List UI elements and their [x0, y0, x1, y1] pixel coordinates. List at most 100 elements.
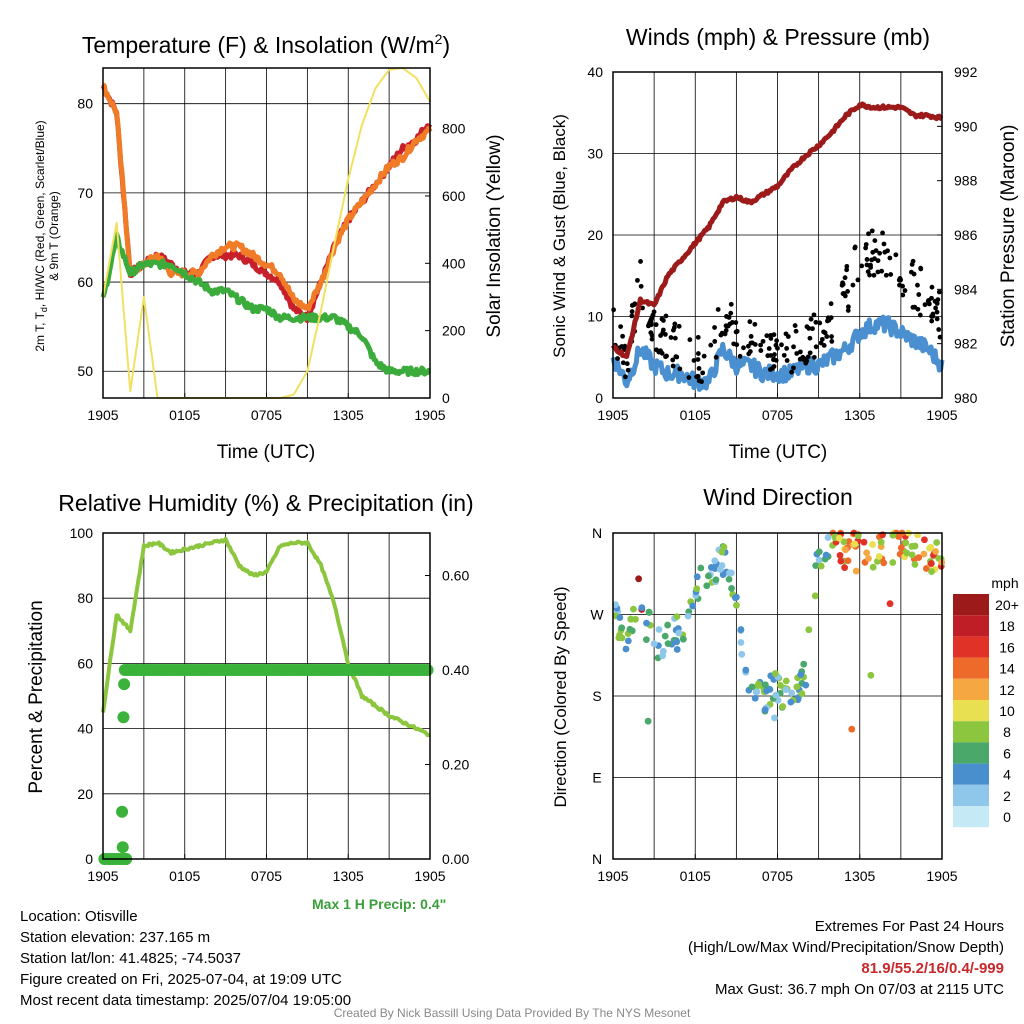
- y2-tick-label: 0.40: [442, 662, 469, 678]
- gust-point: [772, 352, 777, 357]
- direction-point: [697, 564, 705, 572]
- gust-point: [653, 322, 659, 328]
- y-tick-label: W: [590, 607, 604, 623]
- gust-point: [625, 367, 631, 373]
- gust-point: [752, 321, 758, 327]
- gust-point: [817, 320, 823, 326]
- gust-point: [916, 292, 922, 297]
- gust-point: [664, 353, 669, 359]
- direction-point: [875, 553, 883, 560]
- gust-point: [807, 335, 813, 341]
- gust-point: [712, 339, 718, 344]
- y-tick-label: 60: [77, 274, 93, 290]
- x-tick-label: 1305: [844, 407, 875, 423]
- legend-swatch: [953, 594, 989, 616]
- legend-swatch: [953, 636, 989, 658]
- direction-point: [889, 559, 897, 566]
- direction-point: [805, 626, 813, 634]
- direction-point: [673, 613, 681, 621]
- x-tick-label: 1905: [926, 407, 957, 423]
- precip-point: [117, 711, 130, 724]
- gust-point: [727, 321, 733, 327]
- gust-point: [912, 304, 918, 310]
- precip-note: Max 1 H Precip: 0.4": [312, 896, 447, 912]
- direction-point: [731, 594, 739, 602]
- direction-point: [644, 717, 652, 725]
- gust-point: [797, 349, 803, 355]
- gust-point: [728, 301, 734, 307]
- gust-point: [897, 282, 902, 288]
- gust-point: [934, 309, 940, 315]
- latlon-line: Station lat/lon: 41.4825; -74.5037: [20, 950, 242, 967]
- gust-point: [936, 289, 942, 295]
- panel2-xlabel: Time (UTC): [729, 442, 828, 463]
- gust-point: [691, 358, 697, 363]
- gust-point: [758, 348, 764, 353]
- x-tick-label: 1905: [414, 868, 445, 884]
- gust-point: [888, 272, 894, 277]
- gust-point: [866, 231, 871, 237]
- direction-point: [711, 557, 719, 565]
- gust-point: [648, 320, 654, 326]
- panel2-y2label: Station Pressure (Maroon): [998, 125, 1019, 348]
- direction-point: [737, 626, 745, 633]
- gust-point: [650, 312, 656, 318]
- direction-point: [779, 703, 787, 710]
- direction-point: [626, 625, 634, 633]
- legend-swatch: [953, 763, 989, 785]
- gust-point: [695, 357, 701, 362]
- direction-point: [711, 565, 719, 573]
- gust-point: [845, 308, 851, 313]
- direction-point: [718, 548, 726, 556]
- direction-point: [837, 557, 845, 565]
- direction-point: [622, 645, 630, 653]
- legend-label: 14: [999, 661, 1015, 677]
- legend-title: mph: [991, 575, 1018, 591]
- gust-point: [618, 324, 624, 329]
- gust-point: [715, 307, 721, 312]
- gust-point: [791, 344, 796, 350]
- gust-point: [828, 301, 834, 307]
- gust-point: [700, 370, 706, 376]
- y-tick-label: 80: [77, 590, 93, 606]
- gust-point: [760, 338, 766, 344]
- direction-point: [867, 671, 875, 679]
- y-tick-label: 50: [77, 363, 93, 379]
- legend-label: 18: [999, 618, 1015, 634]
- gust-point: [686, 375, 692, 380]
- direction-point: [737, 639, 745, 646]
- gust-point: [804, 324, 810, 330]
- direction-point: [851, 540, 859, 548]
- gust-point: [828, 315, 834, 321]
- gust-point: [918, 265, 924, 271]
- direction-point: [755, 680, 762, 688]
- gust-point: [829, 338, 835, 344]
- gust-point: [821, 329, 827, 335]
- gust-point: [922, 302, 928, 308]
- direction-point: [933, 539, 941, 546]
- direction-point: [643, 619, 650, 627]
- direction-point: [844, 557, 852, 565]
- panel4-ylabel: Direction (Colored By Speed): [551, 586, 570, 807]
- gust-point: [869, 228, 875, 234]
- gust-point: [748, 334, 754, 339]
- gust-point: [877, 250, 883, 256]
- direction-point: [772, 691, 780, 699]
- gust-point: [933, 305, 939, 311]
- gust-point: [635, 277, 640, 283]
- direction-point: [841, 564, 849, 572]
- pressure-series-line: [610, 101, 944, 359]
- gust-point: [915, 282, 920, 288]
- direction-point: [624, 637, 632, 645]
- y2-tick-label: 984: [954, 281, 978, 297]
- gust-point: [819, 336, 825, 342]
- gust-point: [824, 334, 830, 339]
- gust-point: [723, 323, 729, 329]
- gust-point: [864, 262, 870, 268]
- x-tick-label: 0705: [251, 868, 282, 884]
- legend-swatch: [953, 678, 989, 700]
- gust-point: [929, 318, 935, 324]
- x-tick-label: 0705: [762, 868, 793, 884]
- dew-series-line: [100, 231, 432, 378]
- direction-point: [618, 624, 626, 632]
